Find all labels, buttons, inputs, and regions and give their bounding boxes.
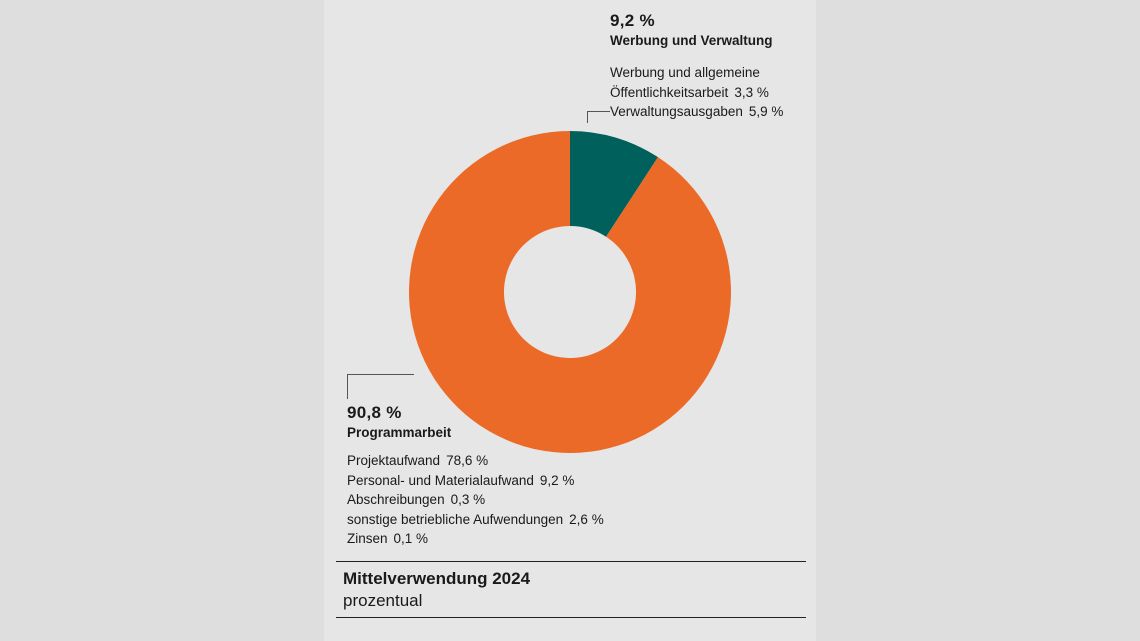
chart-title: Mittelverwendung 2024 <box>343 569 531 588</box>
caption-bottom-rule <box>336 617 806 618</box>
programm-item: Personal- und Materialaufwand 9,2 % <box>347 472 575 488</box>
werbung-item: Öffentlichkeitsarbeit 3,3 % <box>610 84 769 100</box>
werbung-item: Werbung und allgemeine <box>610 65 760 80</box>
caption-top-rule <box>336 561 806 562</box>
programm-item: Zinsen 0,1 % <box>347 531 429 546</box>
chart-subtitle: prozentual <box>343 591 423 610</box>
programm-title: Programmarbeit <box>347 425 452 440</box>
chart-panel <box>324 0 816 641</box>
leader-line-werbung <box>587 111 610 123</box>
label-group-programm: 90,8 % Programmarbeit Projektaufwand 78,6… <box>347 402 604 549</box>
donut-slice-programmarbeit <box>409 131 732 453</box>
programm-item: sonstige betriebliche Aufwendungen 2,6 % <box>347 511 604 527</box>
programm-percent: 90,8 % <box>347 403 402 422</box>
werbung-item: Verwaltungsausgaben 5,9 % <box>610 104 784 119</box>
donut-slice-werbung-verwaltung <box>570 131 658 237</box>
label-group-werbung: 9,2 % Werbung und Verwaltung Werbung und… <box>610 10 783 122</box>
programm-item: Projektaufwand 78,6 % <box>347 453 489 468</box>
werbung-percent: 9,2 % <box>610 11 655 30</box>
werbung-title: Werbung und Verwaltung <box>610 33 773 48</box>
programm-item: Abschreibungen 0,3 % <box>347 492 486 507</box>
leader-line-programm <box>347 374 414 399</box>
